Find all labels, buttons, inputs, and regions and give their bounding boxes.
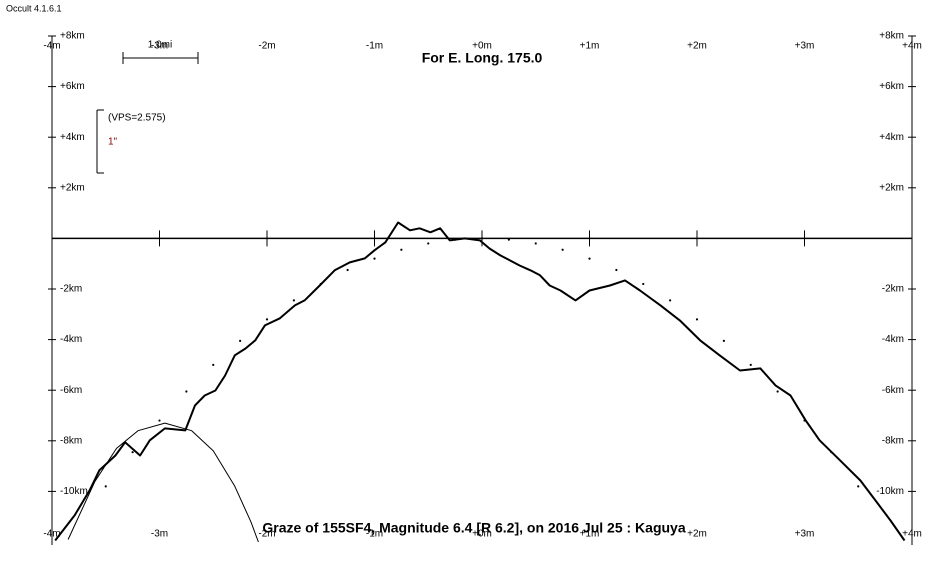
limb-dot: [212, 363, 215, 366]
profile-line: [67, 422, 259, 543]
x-tick-label: -1m: [366, 529, 383, 540]
y-tick-label: -2km: [882, 284, 904, 295]
limb-dot: [373, 257, 376, 260]
limb-dot: [292, 299, 295, 302]
x-tick-label: +4m: [902, 529, 922, 540]
window-title: Occult 4.1.6.1: [6, 3, 62, 13]
y-tick-label: -6km: [60, 385, 82, 396]
x-tick-label: -1m: [366, 41, 383, 52]
limb-dot: [749, 363, 752, 366]
x-tick-label: +3m: [795, 41, 815, 52]
limb-dot: [239, 339, 242, 342]
limb-dot: [346, 268, 349, 272]
x-tick-label: +1m: [580, 41, 600, 52]
y-tick-label: -6km: [882, 385, 904, 396]
limb-dot: [776, 390, 779, 393]
limb-dot: [588, 257, 591, 260]
y-tick-label: -10km: [876, 486, 904, 497]
scale-bar: [122, 52, 199, 64]
limb-dot: [507, 238, 510, 241]
x-tick-label: -3m: [151, 529, 168, 540]
y-tick-label: -10km: [60, 486, 88, 497]
y-tick-label: +2km: [879, 182, 904, 193]
y-tick-label: +4km: [60, 132, 85, 143]
x-tick-label: -4m: [43, 41, 60, 52]
limb-dot: [400, 248, 403, 251]
x-tick-label: +0m: [472, 41, 492, 52]
limb-dot: [830, 451, 833, 454]
y-tick-label: +8km: [60, 31, 85, 42]
y-tick-label: -8km: [882, 435, 904, 446]
limb-dot: [265, 318, 269, 321]
y-tick-label: -2km: [60, 284, 82, 295]
limb-dot: [534, 242, 537, 245]
limb-dot: [857, 485, 860, 488]
x-tick-label: +2m: [687, 41, 707, 52]
y-tick-label: -4km: [882, 334, 904, 345]
limb-dot: [803, 419, 806, 422]
y-tick-label: +8km: [879, 31, 904, 42]
x-tick-label: -2m: [258, 529, 275, 540]
x-tick-label: -3m: [151, 41, 168, 52]
limb-dot: [480, 237, 484, 240]
limb-dot: [669, 299, 672, 302]
limb-dot: [427, 242, 430, 245]
chart-title: Graze of 155SF4, Magnitude 6.4 [R 6.2], …: [262, 520, 685, 536]
limb-dot: [722, 339, 725, 342]
limb-dot: [454, 238, 457, 241]
y-tick-label: -4km: [60, 334, 82, 345]
x-tick-label: +2m: [687, 529, 707, 540]
y-tick-label: +6km: [60, 81, 85, 92]
arcsec-label: 1": [108, 137, 118, 148]
limb-dot: [104, 485, 107, 488]
limb-dot: [185, 390, 188, 393]
vps-label: (VPS=2.575): [108, 113, 166, 124]
limb-dot: [319, 282, 322, 286]
x-tick-label: +3m: [795, 529, 815, 540]
vps-bracket: [96, 109, 104, 174]
y-tick-label: +6km: [879, 81, 904, 92]
x-tick-label: -4m: [43, 529, 60, 540]
y-tick-label: +4km: [879, 132, 904, 143]
limb-dot: [158, 419, 161, 422]
y-tick-label: +2km: [60, 182, 85, 193]
y-tick-label: -8km: [60, 435, 82, 446]
x-tick-label: +4m: [902, 41, 922, 52]
x-tick-label: +1m: [580, 529, 600, 540]
limb-dot: [131, 451, 134, 454]
limb-dot: [695, 318, 699, 321]
subtitle: For E. Long. 175.0: [422, 50, 543, 66]
profile-line: [54, 221, 906, 542]
limb-dot: [642, 282, 645, 286]
limb-dot: [615, 268, 618, 272]
x-tick-label: +0m: [472, 529, 492, 540]
scale-label: 1.0mi: [148, 40, 172, 51]
x-tick-label: -2m: [258, 41, 275, 52]
limb-dot: [561, 248, 564, 251]
